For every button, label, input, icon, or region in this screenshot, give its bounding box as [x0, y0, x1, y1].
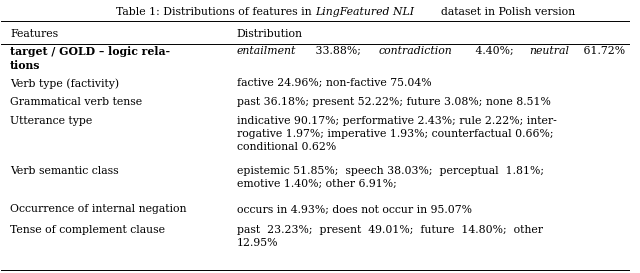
Text: past  23.23%;  present  49.01%;  future  14.80%;  other
12.95%: past 23.23%; present 49.01%; future 14.8…	[237, 225, 543, 248]
Text: Utterance type: Utterance type	[10, 116, 92, 126]
Text: Verb type (factivity): Verb type (factivity)	[10, 78, 119, 89]
Text: epistemic 51.85%;  speech 38.03%;  perceptual  1.81%;
emotive 1.40%; other 6.91%: epistemic 51.85%; speech 38.03%; percept…	[237, 166, 543, 189]
Text: Occurrence of internal negation: Occurrence of internal negation	[10, 204, 187, 214]
Text: contradiction: contradiction	[378, 46, 452, 55]
Text: Table 1: Distributions of features in: Table 1: Distributions of features in	[116, 7, 315, 17]
Text: 33.88%;: 33.88%;	[312, 46, 364, 55]
Text: Distribution: Distribution	[237, 29, 303, 39]
Text: 61.72%: 61.72%	[580, 46, 625, 55]
Text: occurs in 4.93%; does not occur in 95.07%: occurs in 4.93%; does not occur in 95.07…	[237, 204, 472, 214]
Text: LingFeatured NLI: LingFeatured NLI	[315, 7, 414, 17]
Text: past 36.18%; present 52.22%; future 3.08%; none 8.51%: past 36.18%; present 52.22%; future 3.08…	[237, 97, 550, 107]
Text: 4.40%;: 4.40%;	[472, 46, 517, 55]
Text: entailment: entailment	[237, 46, 296, 55]
Text: dataset in Polish version: dataset in Polish version	[441, 7, 575, 17]
Text: indicative 90.17%; performative 2.43%; rule 2.22%; inter-
rogative 1.97%; impera: indicative 90.17%; performative 2.43%; r…	[237, 116, 556, 152]
Text: factive 24.96%; non-factive 75.04%: factive 24.96%; non-factive 75.04%	[237, 78, 431, 88]
Text: Verb semantic class: Verb semantic class	[10, 166, 119, 176]
Text: Grammatical verb tense: Grammatical verb tense	[10, 97, 142, 107]
Text: neutral: neutral	[529, 46, 569, 55]
Text: Features: Features	[10, 29, 58, 39]
Text: target / GOLD – logic rela-
tions: target / GOLD – logic rela- tions	[10, 46, 170, 71]
Text: Tense of complement clause: Tense of complement clause	[10, 225, 165, 235]
